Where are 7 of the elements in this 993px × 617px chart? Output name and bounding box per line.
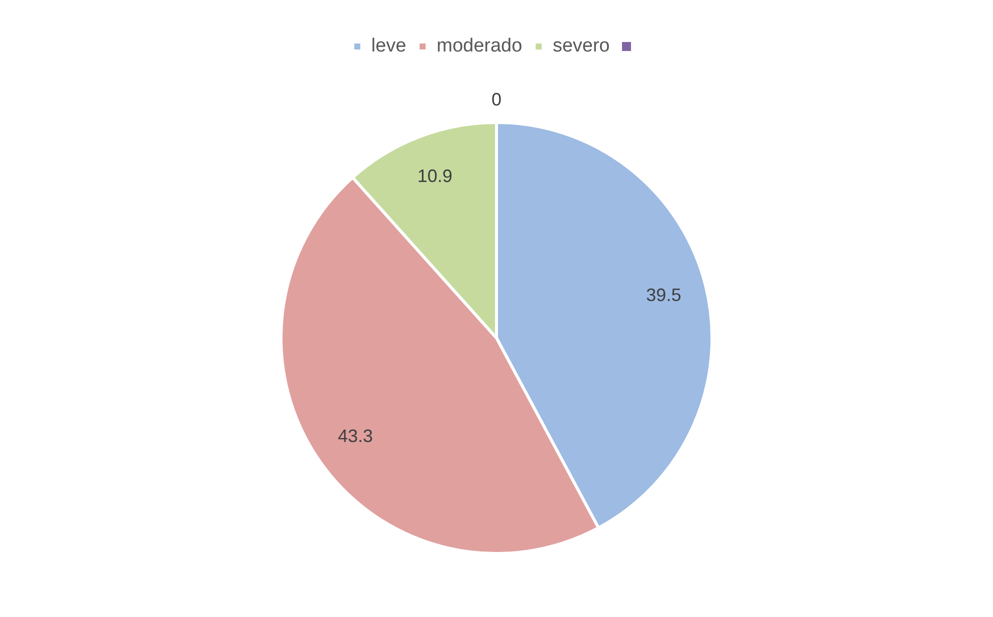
legend-label: moderado — [436, 36, 522, 57]
text: 0 — [491, 89, 502, 110]
data-label: 43.3 — [338, 426, 373, 446]
legend-label: severo — [552, 36, 610, 57]
data-label: 39.5 — [646, 284, 682, 305]
legend-label: leve — [371, 36, 406, 57]
data-label: 10.9 — [417, 166, 452, 186]
